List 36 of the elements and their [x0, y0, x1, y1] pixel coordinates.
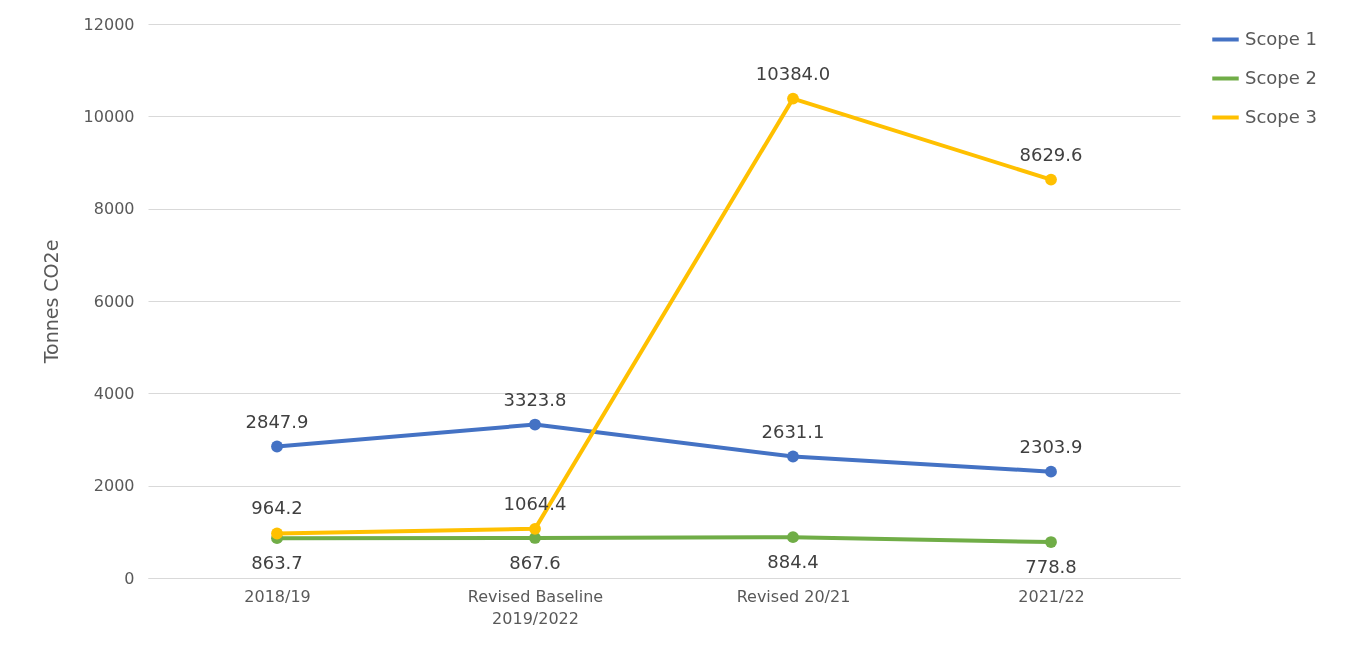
data-label: 10384.0: [755, 62, 831, 84]
y-tick-label: 4000: [93, 383, 135, 403]
y-tick-label: 2000: [93, 476, 135, 496]
x-tick-label: Revised Baseline 2019/2022: [467, 586, 604, 628]
point: [1045, 173, 1057, 186]
point: [529, 522, 541, 535]
point: [529, 418, 541, 431]
y-tick-label: 0: [124, 568, 135, 588]
y-tick-label: 6000: [93, 291, 135, 311]
point: [787, 531, 799, 544]
legend-label: Scope 3: [1245, 105, 1318, 127]
data-label: 863.7: [251, 552, 303, 574]
legend-label: Scope 1: [1245, 27, 1318, 49]
data-label: 778.8: [1025, 556, 1077, 578]
y-tick-label: 12000: [83, 14, 135, 34]
point: [787, 450, 799, 463]
data-label: 8629.6: [1019, 143, 1083, 165]
y-tick-label: 8000: [93, 199, 135, 219]
data-label: 2303.9: [1019, 435, 1083, 457]
y-tick-label: 10000: [83, 106, 135, 126]
x-tick-label: 2021/22: [1018, 586, 1085, 606]
point: [1045, 465, 1057, 478]
point: [271, 440, 283, 453]
point: [1045, 536, 1057, 548]
legend-label: Scope 2: [1245, 66, 1318, 88]
x-tick-label: Revised 20/21: [736, 586, 851, 606]
data-label: 964.2: [251, 497, 303, 519]
y-axis-title: Tonnes CO2e: [39, 239, 62, 365]
data-label: 884.4: [767, 551, 819, 573]
data-label: 867.6: [509, 551, 561, 573]
data-label: 3323.8: [503, 388, 567, 410]
point: [787, 92, 799, 105]
point: [271, 527, 283, 540]
data-label: 2847.9: [245, 410, 309, 432]
data-label: 2631.1: [761, 420, 825, 442]
x-tick-label: 2018/19: [244, 586, 311, 606]
